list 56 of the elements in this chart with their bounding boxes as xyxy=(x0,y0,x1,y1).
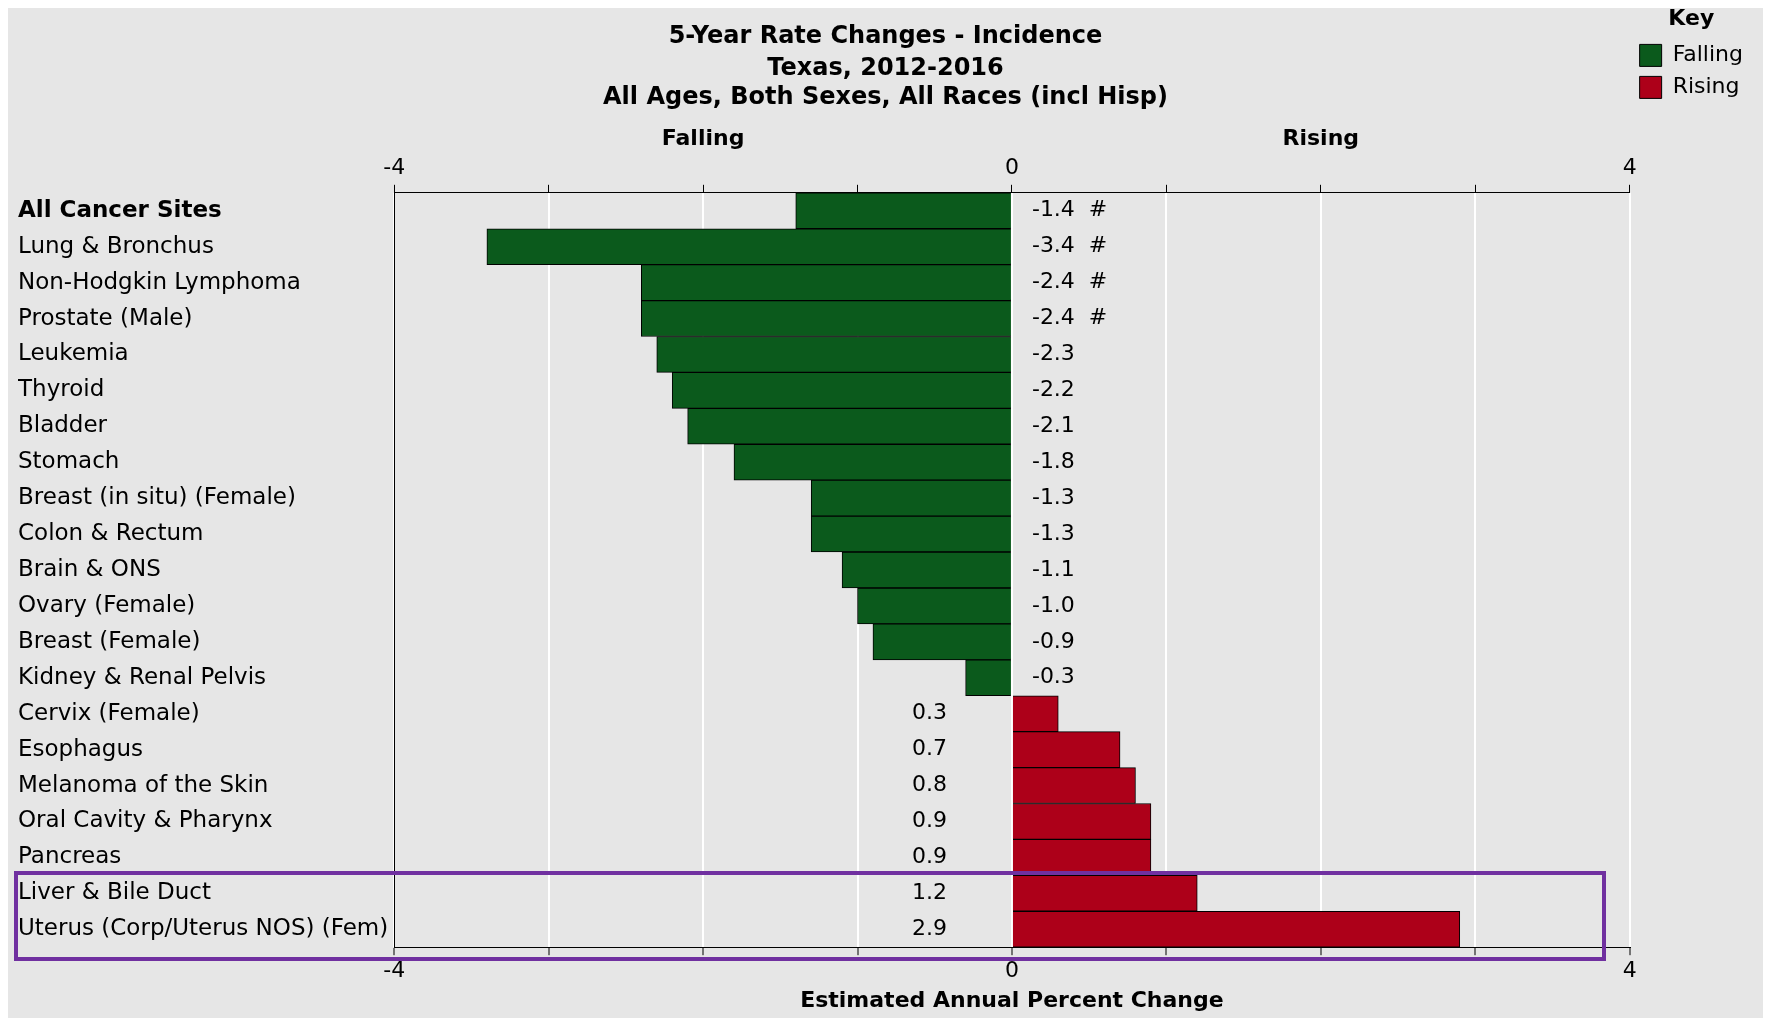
data-label: -1.1 xyxy=(1031,555,1075,581)
y-tick-label: Brain & ONS xyxy=(18,554,161,581)
y-tick-label: Breast (in situ) (Female) xyxy=(18,483,296,510)
data-label: -2.3 xyxy=(1031,340,1075,366)
data-label: -1.0 xyxy=(1031,591,1075,617)
data-label: -1.3 xyxy=(1031,519,1075,545)
text: Rising xyxy=(1282,125,1360,151)
y-tick-label: Liver & Bile Duct xyxy=(18,878,211,905)
y-tick-label: Lung & Bronchus xyxy=(18,231,214,258)
x2-tick-label: 4 xyxy=(1622,154,1637,180)
y-tick-label: Ovary (Female) xyxy=(18,590,196,617)
legend-label: Rising xyxy=(1672,73,1740,99)
y-tick-label: Stomach xyxy=(18,447,120,474)
y-tick-label: Cervix (Female) xyxy=(18,698,200,725)
data-label: -2.2 xyxy=(1031,376,1075,402)
y-tick-label: Bladder xyxy=(18,411,108,438)
text: Falling xyxy=(661,125,745,151)
data-label: -2.1 xyxy=(1031,412,1075,438)
x2-tick-label: -4 xyxy=(383,154,406,180)
y-tick-label: Esophagus xyxy=(18,734,144,761)
x-tick-label: 0 xyxy=(1004,957,1019,983)
data-label: -0.3 xyxy=(1031,663,1075,689)
data-label: 0.9 xyxy=(911,843,947,869)
y-tick-label: Oral Cavity & Pharynx xyxy=(18,806,273,833)
data-label: 2.9 xyxy=(911,914,947,940)
data-label: 0.7 xyxy=(911,735,947,761)
data-label: 0.8 xyxy=(911,771,947,797)
y-tick-label: Non-Hodgkin Lymphoma xyxy=(18,267,301,294)
data-label: -1.8 xyxy=(1031,447,1075,473)
chart-title: 5-Year Rate Changes - Incidence xyxy=(668,20,1103,49)
data-label: 0.9 xyxy=(911,807,947,833)
data-label: -1.4 # xyxy=(1031,196,1108,222)
x-tick-label: -4 xyxy=(383,957,406,983)
y-tick-label: Pancreas xyxy=(18,842,122,869)
y-tick-label: Melanoma of the Skin xyxy=(18,770,269,797)
data-label: -3.4 # xyxy=(1031,232,1108,258)
y-tick-label: Colon & Rectum xyxy=(18,519,204,546)
chart-subtitle: Texas, 2012-2016 All Ages, Both Sexes, All Races (incl Hisp) xyxy=(603,53,1168,111)
y-tick-label: Prostate (Male) xyxy=(18,303,193,330)
data-label: 1.2 xyxy=(911,879,947,905)
data-label: 0.3 xyxy=(911,699,947,725)
x-tick-label: 4 xyxy=(1622,957,1637,983)
legend-label: Falling xyxy=(1672,41,1744,67)
y-tick-label: Uterus (Corp/Uterus NOS) (Fem) xyxy=(18,914,389,941)
y-tick-label: Breast (Female) xyxy=(18,626,201,653)
x2-tick-label: 0 xyxy=(1004,154,1019,180)
data-label: -1.3 xyxy=(1031,483,1075,509)
data-label: -2.4 # xyxy=(1031,304,1108,330)
y-tick-label: All Cancer Sites xyxy=(18,195,222,222)
data-label: -0.9 xyxy=(1031,627,1075,653)
y-tick-label: Leukemia xyxy=(18,339,129,366)
y-tick-label: Kidney & Renal Pelvis xyxy=(18,662,267,689)
x-axis-title: Estimated Annual Percent Change xyxy=(800,986,1224,1012)
legend-title: Key xyxy=(1668,4,1715,30)
y-tick-label: Thyroid xyxy=(17,375,105,402)
data-label: -2.4 # xyxy=(1031,268,1108,294)
